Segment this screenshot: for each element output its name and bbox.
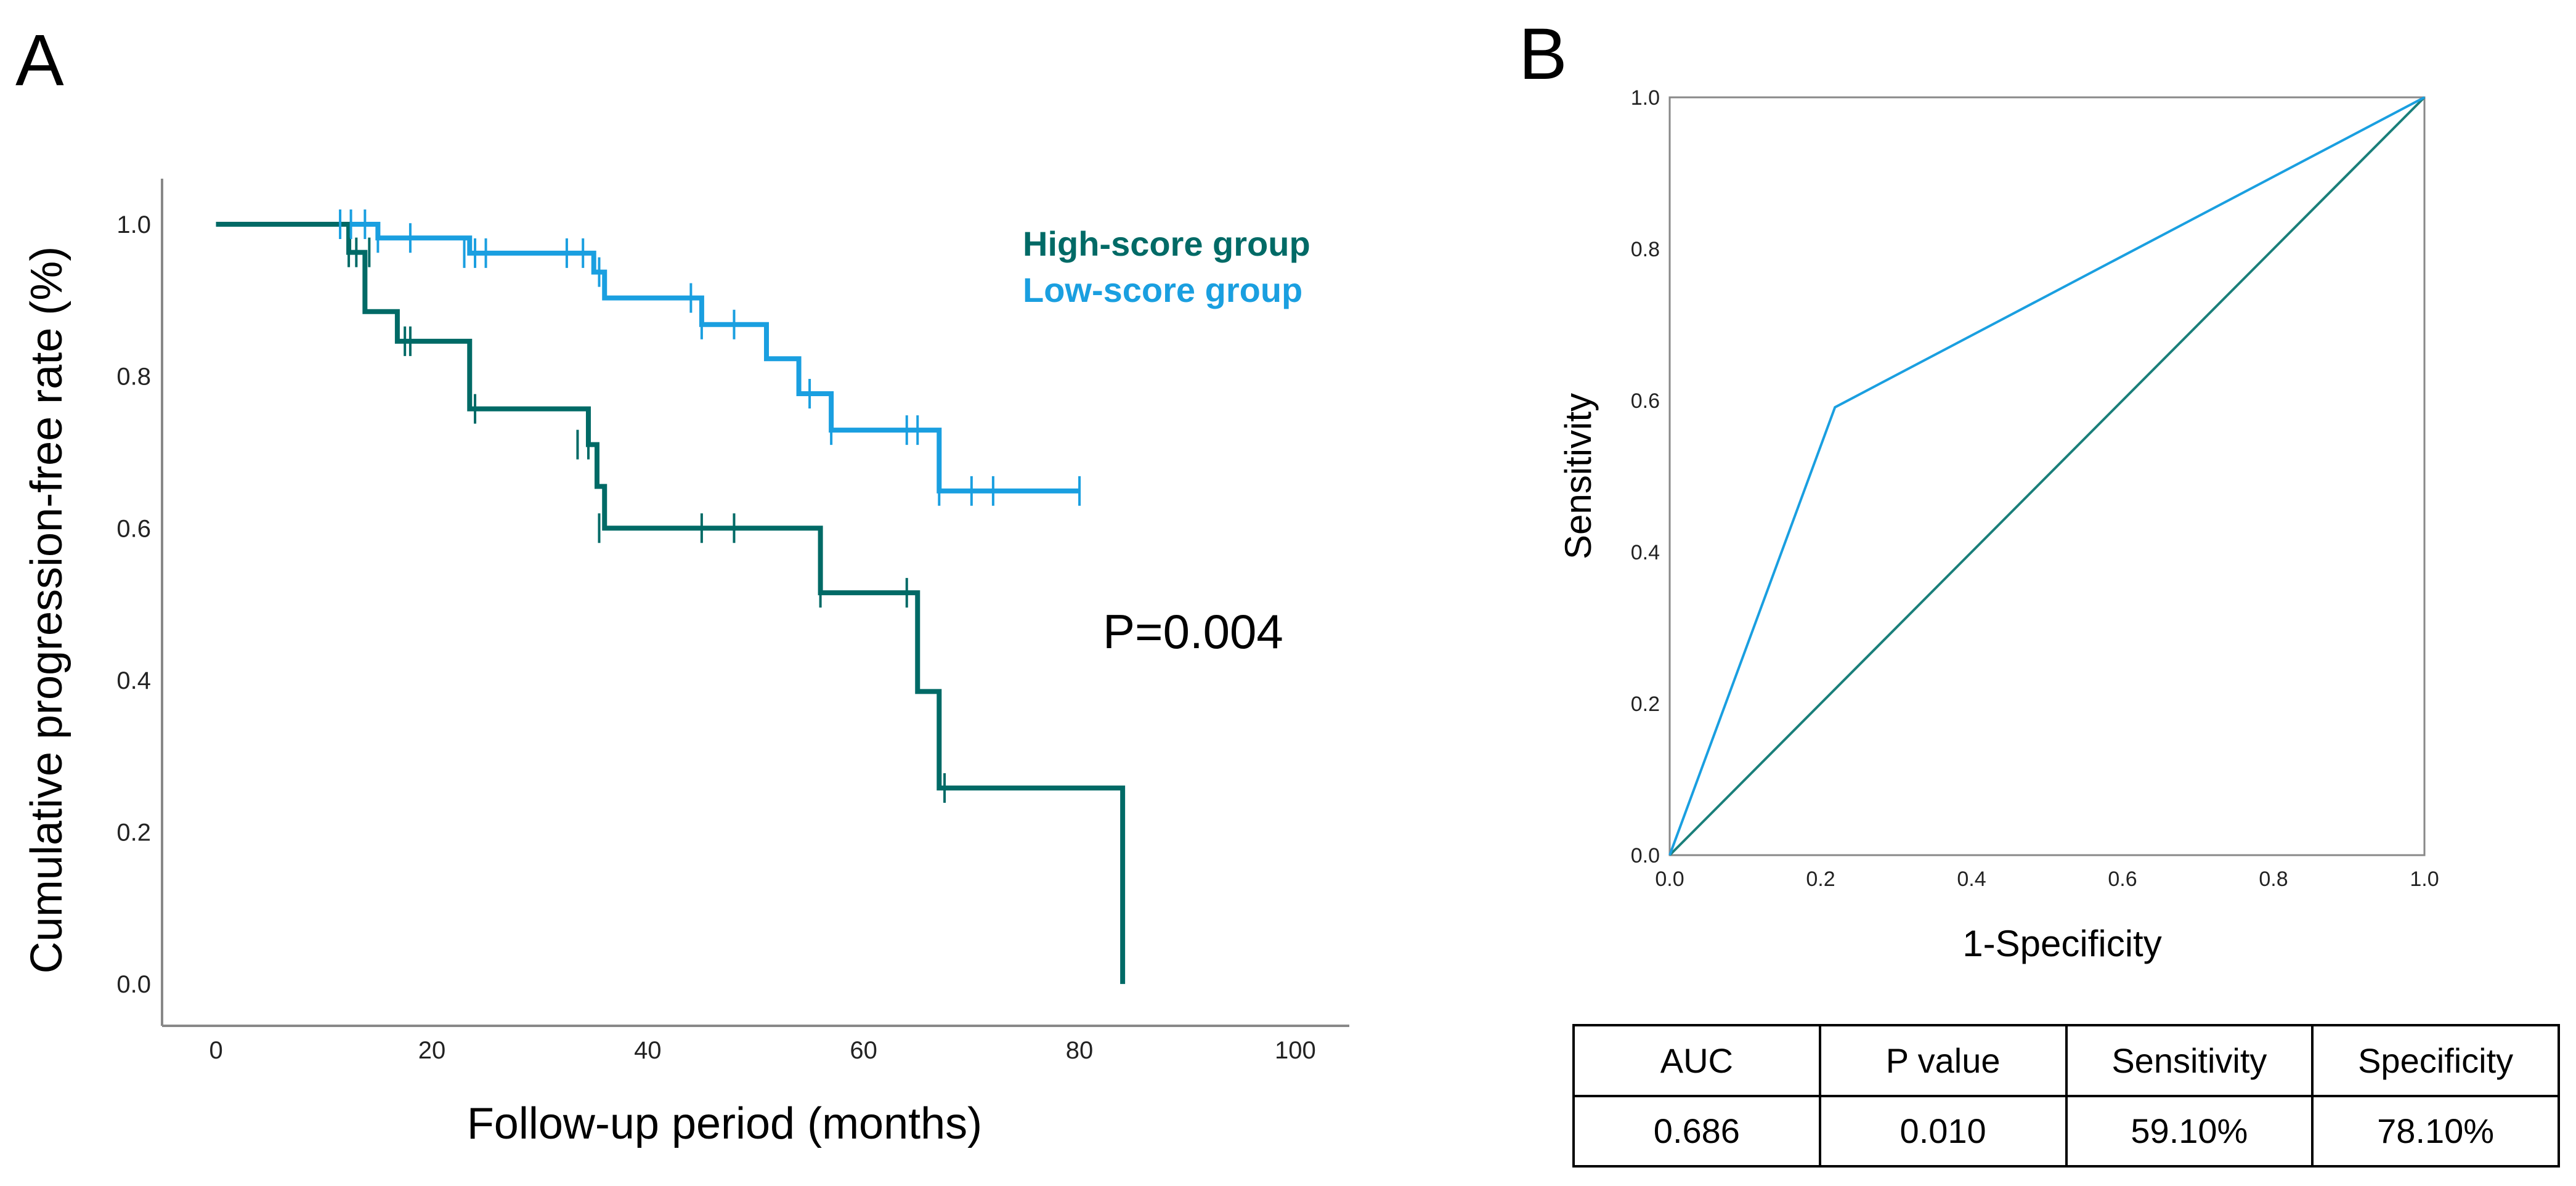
km-chart: 0 20 40 60 80 100 0.0 0.2 0.4 0.6 0.8 1.0 Follow-u… (22, 179, 1349, 1148)
km-x-tick-label: 100 (1275, 1037, 1316, 1064)
km-x-tick-label: 20 (418, 1037, 446, 1064)
km-censor-marks (339, 209, 1081, 803)
roc-y-tick-label: 1.0 (1631, 86, 1660, 110)
roc-x-tick-label: 0.6 (2108, 867, 2137, 891)
roc-x-tick-label: 0.0 (1655, 867, 1684, 891)
stats-header-cell: P value (1818, 1024, 2068, 1097)
stats-value-cell: 0.686 (1572, 1094, 1821, 1168)
km-y-tick-labels: 0.0 0.2 0.4 0.6 0.8 1.0 (116, 211, 151, 998)
km-x-tick-label: 60 (850, 1037, 877, 1064)
roc-y-tick-label: 0.6 (1631, 389, 1660, 413)
p-value-annotation: P=0.004 (1103, 604, 1283, 659)
stats-header-cell: Specificity (2311, 1024, 2560, 1097)
stats-value-cell: 78.10% (2311, 1094, 2560, 1168)
legend-high-score: High-score group (1023, 224, 1310, 263)
roc-y-axis-title: Sensitivity (1558, 393, 1599, 559)
roc-plot-frame (1668, 96, 2426, 856)
km-x-tick-label: 80 (1066, 1037, 1094, 1064)
stats-value-cell: 0.010 (1818, 1094, 2068, 1168)
roc-y-tick-label: 0.4 (1631, 541, 1660, 564)
km-y-tick-label: 1.0 (116, 211, 151, 238)
roc-y-tick-label: 0.2 (1631, 693, 1660, 716)
roc-y-tick-labels: 0.0 0.2 0.4 0.6 0.8 1.0 (1631, 86, 1660, 867)
km-y-axis-title: Cumulative progression-free rate (%) (22, 246, 71, 973)
stats-header-row: AUC P value Sensitivity Specificity (1572, 1024, 2560, 1097)
km-curves (216, 221, 1126, 985)
roc-lines (1668, 96, 2426, 856)
km-y-tick-label: 0.0 (116, 971, 151, 998)
roc-y-tick-label: 0.8 (1631, 238, 1660, 261)
km-y-tick-label: 0.8 (116, 364, 151, 391)
stats-value-row: 0.686 0.010 59.10% 78.10% (1572, 1094, 2560, 1168)
roc-y-tick-label: 0.0 (1631, 844, 1660, 867)
roc-curve (1668, 96, 2425, 856)
km-x-tick-label: 0 (209, 1037, 222, 1064)
km-curve-high-score (216, 221, 1126, 985)
km-x-axis-title: Follow-up period (months) (467, 1099, 982, 1148)
km-y-tick-label: 0.6 (116, 515, 151, 542)
roc-chart: 0.0 0.2 0.4 0.6 0.8 1.0 0.0 0.2 0.4 0.6 0.8 1.0 1-… (1558, 86, 2439, 964)
roc-x-tick-labels: 0.0 0.2 0.4 0.6 0.8 1.0 (1655, 867, 2439, 891)
roc-reference-line (1668, 96, 2426, 856)
km-y-tick-label: 0.2 (116, 819, 151, 847)
stats-value-cell: 59.10% (2065, 1094, 2314, 1168)
stats-header-cell: AUC (1572, 1024, 1821, 1097)
km-axes (161, 179, 1349, 1027)
legend-low-score: Low-score group (1023, 270, 1302, 309)
km-y-tick-label: 0.4 (116, 667, 151, 694)
roc-x-tick-label: 0.4 (1957, 867, 1986, 891)
roc-x-axis-title: 1-Specificity (1962, 923, 2161, 964)
km-x-tick-label: 40 (634, 1037, 662, 1064)
stats-table: AUC P value Sensitivity Specificity 0.68… (1572, 1024, 2560, 1168)
roc-x-tick-label: 1.0 (2410, 867, 2439, 891)
km-curve-low-score (216, 221, 1080, 493)
roc-x-tick-label: 0.8 (2259, 867, 2288, 891)
stats-header-cell: Sensitivity (2065, 1024, 2314, 1097)
km-x-tick-labels: 0 20 40 60 80 100 (209, 1037, 1315, 1064)
roc-x-tick-label: 0.2 (1806, 867, 1835, 891)
panel-label-a: A (15, 20, 64, 101)
panel-label-b: B (1519, 14, 1567, 95)
